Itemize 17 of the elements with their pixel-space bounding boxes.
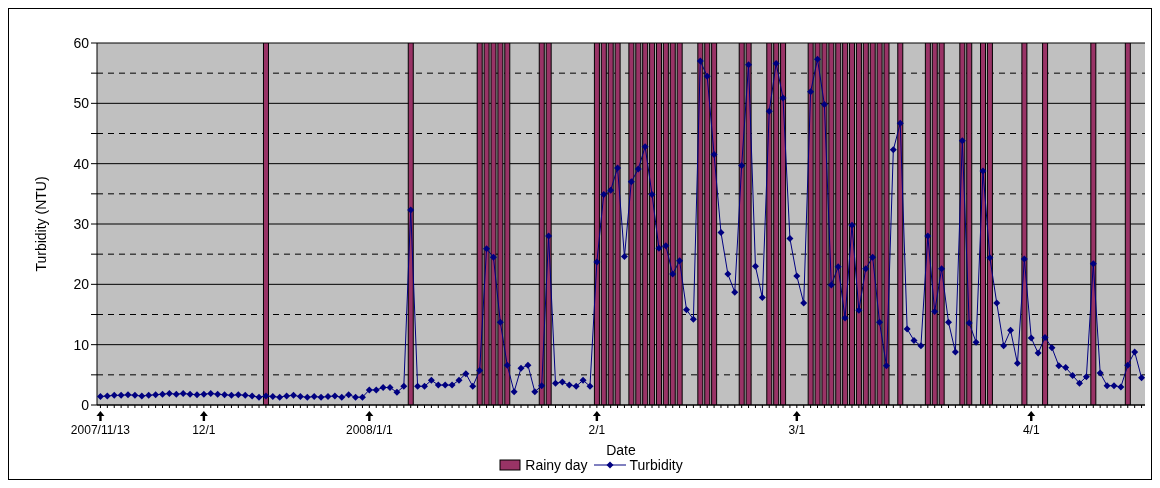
legend-label: Turbidity [629, 457, 683, 473]
y-axis-title: Turbidity (NTU) [32, 176, 49, 272]
legend-label: Rainy day [525, 457, 588, 473]
x-tick-label: 2/1 [588, 423, 606, 437]
x-axis-title: Date [606, 442, 636, 458]
y-tick-label: 20 [73, 276, 90, 293]
x-tick-label: 3/1 [788, 423, 806, 437]
y-tick-label: 50 [73, 95, 90, 112]
y-tick-label: 0 [81, 396, 90, 413]
x-tick-label: 12/1 [192, 423, 216, 437]
y-tick-label: 60 [73, 34, 90, 51]
y-tick-label: 30 [73, 215, 90, 232]
y-tick-label: 10 [73, 336, 90, 353]
y-tick-label: 40 [73, 155, 90, 172]
x-tick-label: 2007/11/13 [70, 423, 131, 437]
x-tick-label: 2008/1/1 [345, 423, 394, 437]
x-tick-label: 4/1 [1022, 423, 1040, 437]
